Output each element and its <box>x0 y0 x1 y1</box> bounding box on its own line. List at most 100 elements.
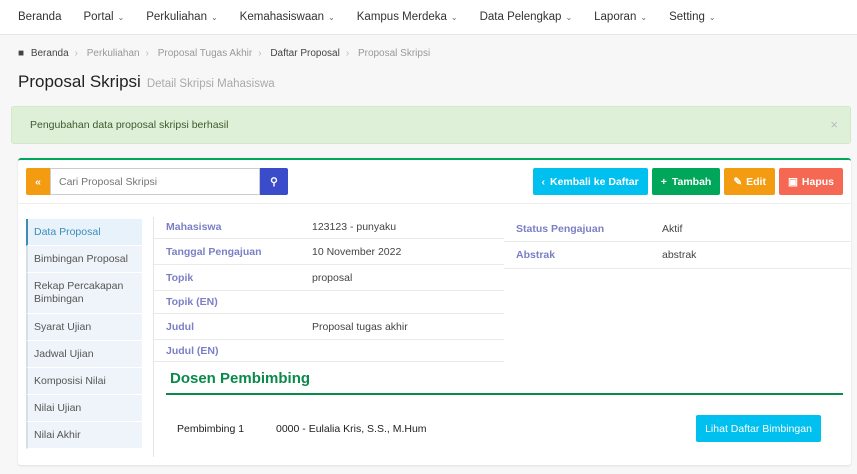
sidebar-label: Data Proposal <box>34 225 101 238</box>
success-alert: Pengubahan data proposal skripsi berhasi… <box>11 106 851 144</box>
search-icon: ⚲ <box>270 175 278 188</box>
button-label: Edit <box>746 175 766 188</box>
detail-row: Topik (EN) <box>154 291 504 314</box>
detail-label: Abstrak <box>516 249 556 261</box>
chevron-down-icon: ⌄ <box>210 12 218 22</box>
sidebar-item-komposisi-nilai[interactable]: Komposisi Nilai <box>26 368 142 395</box>
detail-value: 123123 - punyaku <box>312 221 397 233</box>
breadcrumb-proposal-tugas-akhir[interactable]: Proposal Tugas Akhir <box>157 48 253 59</box>
vertical-divider <box>153 217 154 457</box>
sidebar-item-rekap-percakapan[interactable]: Rekap Percakapan Bimbingan <box>26 273 142 314</box>
detail-row: Status Pengajuan Aktif <box>504 216 851 242</box>
detail-value: proposal <box>312 271 353 284</box>
nav-setting[interactable]: Setting ⌄ <box>669 11 716 23</box>
breadcrumb: ■ Beranda › Perkuliahan › Proposal Tugas A… <box>18 48 430 59</box>
nav-label: Setting <box>669 11 705 23</box>
breadcrumb-separator: › <box>345 48 350 59</box>
nav-label: Laporan <box>594 11 637 23</box>
chevron-down-icon: ⌄ <box>708 12 716 22</box>
nav-label: Data Pelengkap <box>479 11 562 23</box>
sidebar-item-nilai-ujian[interactable]: Nilai Ujian <box>26 395 142 422</box>
breadcrumb-separator: › <box>145 48 149 59</box>
nav-laporan[interactable]: Laporan ⌄ <box>594 11 647 23</box>
nav-beranda[interactable]: Beranda <box>18 11 61 23</box>
nav-label: Perkuliahan <box>146 11 207 23</box>
detail-label: Tanggal Pengajuan <box>166 245 262 258</box>
view-bimbingan-button[interactable]: Lihat Daftar Bimbingan <box>696 415 821 442</box>
chevron-down-icon: ⌄ <box>565 12 573 22</box>
pembimbing-name: 0000 - Eulalia Kris, S.S., M.Hum <box>276 423 427 435</box>
button-label: Kembali ke Daftar <box>550 175 639 188</box>
detail-label: Topik (EN) <box>166 296 218 308</box>
detail-row: Tanggal Pengajuan 10 November 2022 <box>154 239 504 265</box>
breadcrumb-perkuliahan[interactable]: Perkuliahan <box>86 48 140 59</box>
sidebar-label: Bimbingan Proposal <box>34 252 128 265</box>
search-input[interactable] <box>50 168 260 195</box>
nav-label: Portal <box>83 11 114 23</box>
nav-portal[interactable]: Portal ⌄ <box>83 11 124 23</box>
breadcrumb-beranda[interactable]: Beranda <box>30 48 69 59</box>
detail-row: Abstrak abstrak <box>504 242 851 269</box>
detail-label: Topik <box>166 271 194 284</box>
pencil-icon: ✎ <box>733 175 743 188</box>
nav-perkuliahan[interactable]: Perkuliahan ⌄ <box>146 11 217 23</box>
heading-underline <box>166 393 843 395</box>
page-title: Proposal Skripsi Detail Skripsi Mahasiswa <box>18 72 275 92</box>
nav-label: Kampus Merdeka <box>356 11 447 23</box>
book-icon: ■ <box>18 48 25 59</box>
sidebar-item-jadwal-ujian[interactable]: Jadwal Ujian <box>26 341 142 368</box>
pembimbing-role: Pembimbing 1 <box>177 423 245 435</box>
divider <box>18 203 851 204</box>
detail-value: abstrak <box>662 249 697 261</box>
button-label: Hapus <box>801 175 834 188</box>
chevron-down-icon: ⌄ <box>450 12 458 22</box>
search-button[interactable]: ⚲ <box>260 168 288 195</box>
sidebar-item-syarat-ujian[interactable]: Syarat Ujian <box>26 314 142 341</box>
double-chevron-left-icon: « <box>35 175 41 188</box>
detail-row: Topik proposal <box>154 265 504 291</box>
nav-data-pelengkap[interactable]: Data Pelengkap ⌄ <box>480 11 573 23</box>
nav-label: Kemahasiswaan <box>239 11 325 23</box>
detail-row: Judul Proposal tugas akhir <box>154 314 504 340</box>
detail-label: Mahasiswa <box>166 221 222 233</box>
breadcrumb-separator: › <box>74 48 78 59</box>
chevron-down-icon: ⌄ <box>117 12 125 22</box>
detail-row: Mahasiswa 123123 - punyaku <box>154 216 504 239</box>
sidebar-label: Komposisi Nilai <box>34 374 106 387</box>
nav-kemahasiswaan[interactable]: Kemahasiswaan ⌄ <box>240 11 335 23</box>
chevron-down-icon: ⌄ <box>328 12 335 22</box>
sidebar-label: Nilai Ujian <box>34 401 82 414</box>
nav-kampus-merdeka[interactable]: Kampus Merdeka ⌄ <box>357 11 458 23</box>
sidebar-item-data-proposal[interactable]: Data Proposal <box>26 219 142 246</box>
plus-icon: + <box>660 175 667 188</box>
sidebar-label: Rekap Percakapan Bimbingan <box>34 280 124 305</box>
collapse-button[interactable]: « <box>26 168 50 195</box>
breadcrumb-separator: › <box>258 48 262 59</box>
page-subtitle: Detail Skripsi Mahasiswa <box>146 78 275 90</box>
top-navbar: Beranda Portal ⌄ Perkuliahan ⌄ Kemahasiswa… <box>0 0 857 35</box>
alert-message: Pengubahan data proposal skripsi berhasi… <box>30 119 229 131</box>
breadcrumb-current: Proposal Skripsi <box>357 48 431 59</box>
button-label: Tambah <box>671 175 712 188</box>
sidebar-label: Nilai Akhir <box>34 428 81 441</box>
detail-card: « ⚲ ‹ Kembali ke Daftar + Tambah ✎Edit ▣Ha… <box>18 158 851 465</box>
detail-label: Status Pengajuan <box>516 222 605 235</box>
sidebar-label: Jadwal Ujian <box>34 347 94 360</box>
edit-button[interactable]: ✎ Edit <box>724 168 775 195</box>
action-buttons: ‹ Kembali ke Daftar + Tambah ✎ Edit ▣ Hapus <box>532 168 843 195</box>
dosen-heading: Dosen Pembimbing <box>170 370 311 387</box>
breadcrumb-daftar-proposal[interactable]: Daftar Proposal <box>270 48 340 59</box>
detail-value: Aktif <box>662 222 683 235</box>
nav-label: Beranda <box>18 11 62 23</box>
add-button[interactable]: + Tambah <box>651 168 721 195</box>
delete-button[interactable]: ▣ Hapus <box>778 168 843 195</box>
detail-value: 10 November 2022 <box>312 245 402 258</box>
sidebar-item-nilai-akhir[interactable]: Nilai Akhir <box>26 422 142 449</box>
detail-label: Judul (EN) <box>166 344 219 357</box>
chevron-down-icon: ⌄ <box>640 12 648 22</box>
back-to-list-button[interactable]: ‹ Kembali ke Daftar <box>532 168 648 195</box>
close-icon[interactable]: × <box>830 117 838 132</box>
sidebar-item-bimbingan-proposal[interactable]: Bimbingan Proposal <box>26 246 142 273</box>
sidebar-label: Syarat Ujian <box>34 320 92 333</box>
trash-icon: ▣ <box>787 175 798 188</box>
